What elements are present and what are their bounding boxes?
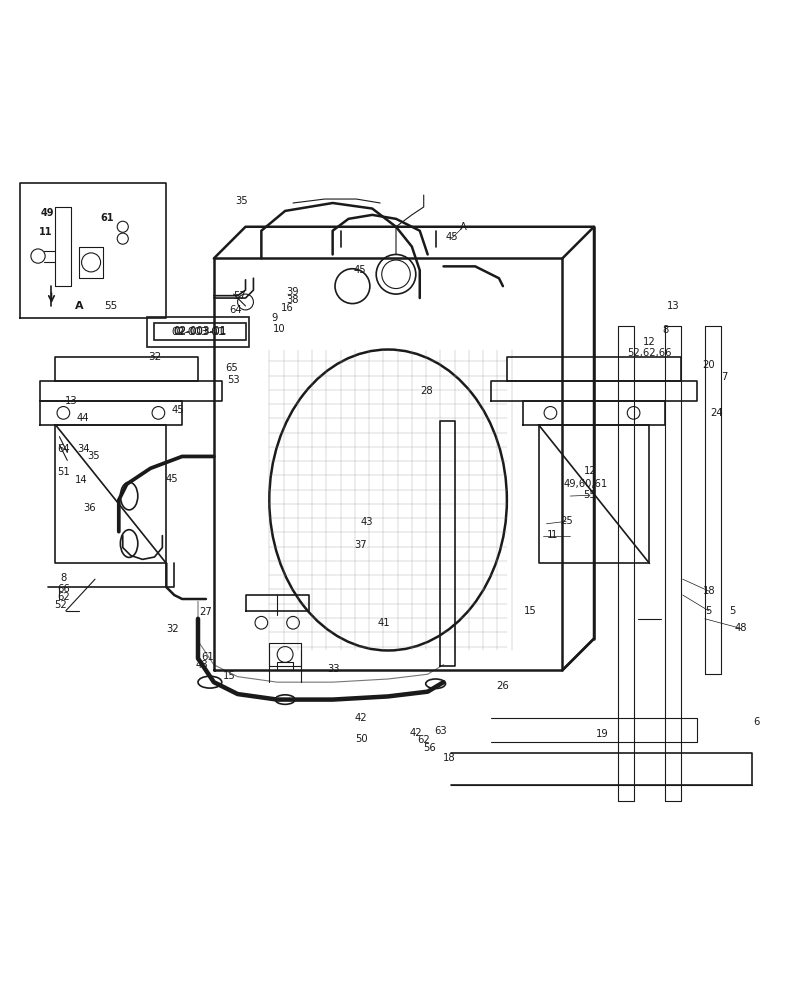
Text: 20: 20 (703, 360, 715, 370)
Text: 41: 41 (378, 618, 390, 628)
Text: 64: 64 (230, 305, 242, 315)
Text: 14: 14 (75, 475, 88, 485)
Text: 45: 45 (166, 474, 178, 484)
Text: 50: 50 (355, 734, 367, 744)
Text: 38: 38 (286, 295, 299, 305)
Text: 27: 27 (200, 607, 212, 617)
Text: 10: 10 (273, 324, 286, 334)
Text: 11: 11 (39, 227, 53, 237)
Text: 15: 15 (223, 671, 236, 681)
Text: 18: 18 (443, 753, 455, 763)
Text: 7: 7 (722, 372, 728, 382)
Text: 55: 55 (105, 301, 117, 311)
Text: 39: 39 (286, 287, 299, 297)
Text: 13: 13 (65, 396, 78, 406)
Text: 13: 13 (667, 301, 680, 311)
Text: 52,62,66: 52,62,66 (627, 348, 672, 358)
Text: 65: 65 (226, 363, 238, 373)
Text: 48: 48 (734, 623, 747, 633)
Text: 18: 18 (703, 586, 715, 596)
Text: 33: 33 (327, 664, 340, 674)
Text: 5: 5 (706, 606, 712, 616)
Text: 61: 61 (201, 652, 214, 662)
Text: 48: 48 (196, 660, 208, 670)
Bar (154, 323, 246, 340)
Text: 15: 15 (524, 606, 537, 616)
Text: 63: 63 (434, 726, 447, 736)
Text: 51: 51 (57, 467, 70, 477)
Text: 61: 61 (100, 213, 114, 223)
Text: 62: 62 (57, 592, 70, 602)
Text: 02-003-01: 02-003-01 (173, 326, 227, 336)
Text: 37: 37 (354, 540, 367, 550)
Text: 02-003-01: 02-003-01 (171, 327, 225, 337)
Text: 45: 45 (354, 265, 367, 275)
Text: 25: 25 (560, 516, 573, 526)
Text: 62: 62 (417, 735, 430, 745)
Text: 5: 5 (729, 606, 736, 616)
Text: 32: 32 (166, 624, 179, 634)
Text: 28: 28 (420, 386, 432, 396)
Text: 52: 52 (55, 600, 67, 610)
Text: 45: 45 (445, 232, 458, 242)
Text: 45: 45 (172, 405, 185, 415)
Text: 24: 24 (710, 408, 723, 418)
Text: 42: 42 (355, 713, 367, 723)
Text: 35: 35 (235, 196, 248, 206)
Text: 35: 35 (87, 451, 100, 461)
Text: 56: 56 (423, 743, 436, 753)
Text: 42: 42 (409, 728, 422, 738)
Text: 8: 8 (662, 325, 668, 335)
Text: 12: 12 (584, 466, 596, 476)
Text: 64: 64 (57, 444, 70, 454)
Text: 36: 36 (83, 503, 96, 513)
Text: 9: 9 (272, 313, 278, 323)
Text: 12: 12 (643, 337, 656, 347)
Text: 1: 1 (551, 530, 558, 540)
Text: 49,60,61: 49,60,61 (564, 479, 608, 489)
Text: 34: 34 (78, 444, 90, 454)
Text: 66: 66 (57, 584, 70, 594)
Text: A: A (75, 301, 83, 311)
Text: 55: 55 (584, 490, 596, 500)
FancyBboxPatch shape (147, 317, 249, 347)
Text: 32: 32 (148, 352, 161, 362)
Text: 8: 8 (60, 573, 67, 583)
Text: 53: 53 (227, 375, 240, 385)
Text: 26: 26 (497, 681, 509, 691)
Text: 43: 43 (360, 517, 373, 527)
Text: 44: 44 (77, 413, 89, 423)
Text: 02-003-01: 02-003-01 (173, 327, 227, 337)
Text: 49: 49 (40, 208, 55, 218)
Text: 6: 6 (753, 717, 760, 727)
Text: 57: 57 (233, 291, 246, 301)
Text: 1: 1 (547, 530, 554, 540)
Text: 16: 16 (281, 303, 294, 313)
Text: 19: 19 (596, 729, 608, 739)
Text: A: A (460, 222, 466, 232)
